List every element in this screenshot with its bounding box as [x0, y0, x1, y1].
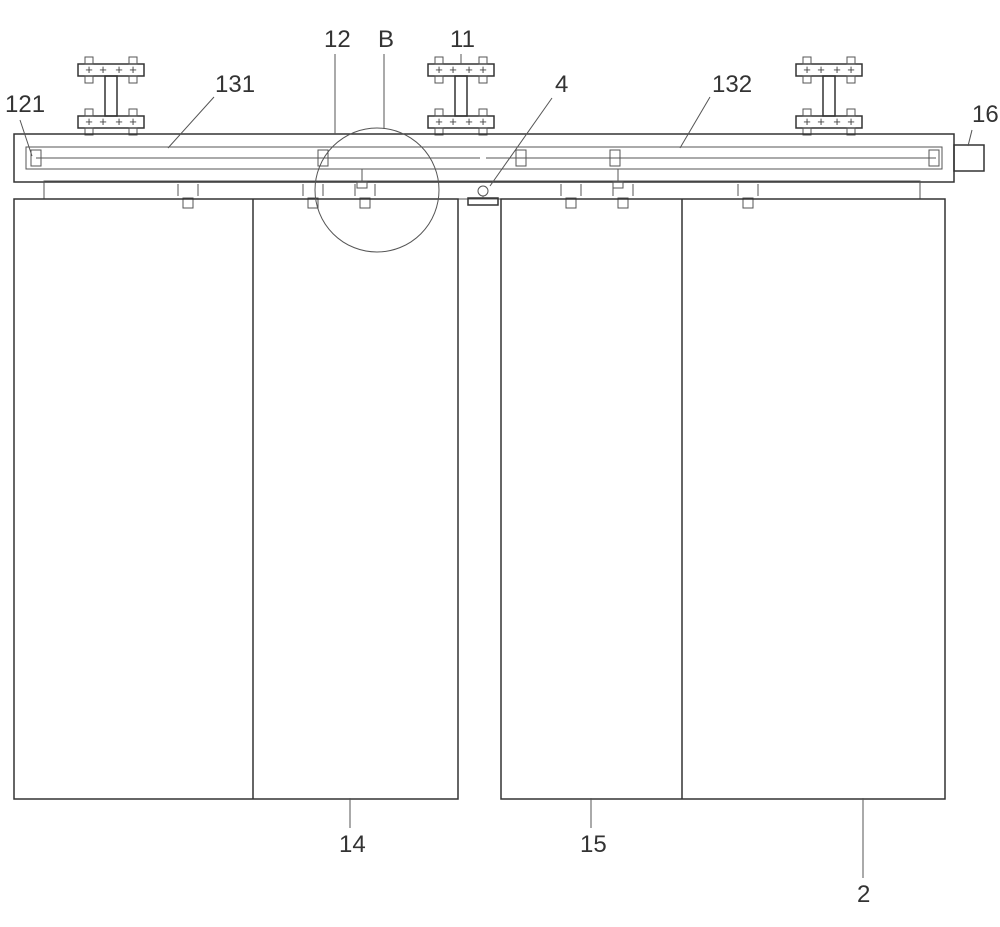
- leader-4: [490, 98, 552, 186]
- leader-16: [968, 130, 972, 146]
- svg-text:+: +: [85, 62, 93, 77]
- svg-text:+: +: [129, 62, 137, 77]
- svg-text:+: +: [479, 62, 487, 77]
- svg-text:+: +: [99, 62, 107, 77]
- label-2: 2: [857, 881, 870, 908]
- svg-text:+: +: [817, 114, 825, 129]
- right-door-group: [501, 199, 945, 799]
- svg-text:+: +: [129, 114, 137, 129]
- label-132: 132: [712, 71, 752, 98]
- label-16: 16: [972, 101, 999, 128]
- svg-text:+: +: [817, 62, 825, 77]
- svg-text:+: +: [115, 62, 123, 77]
- svg-text:+: +: [803, 114, 811, 129]
- svg-text:+: +: [847, 62, 855, 77]
- svg-text:+: +: [115, 114, 123, 129]
- svg-text:+: +: [435, 62, 443, 77]
- left-door-group: [14, 199, 458, 799]
- svg-text:+: +: [85, 114, 93, 129]
- svg-text:+: +: [833, 114, 841, 129]
- svg-text:+: +: [833, 62, 841, 77]
- label-B: B: [378, 26, 394, 53]
- svg-text:+: +: [803, 62, 811, 77]
- leader-131: [168, 97, 214, 148]
- label-14: 14: [339, 831, 366, 858]
- inner-drop-foot-1: [613, 182, 623, 188]
- svg-text:+: +: [465, 114, 473, 129]
- ibeam: + + + + + + + +: [78, 57, 144, 135]
- svg-text:+: +: [449, 114, 457, 129]
- svg-text:+: +: [847, 114, 855, 129]
- leader-132: [680, 97, 710, 148]
- ibeam: + + + + + + + +: [428, 57, 494, 135]
- svg-text:+: +: [99, 114, 107, 129]
- label-11: 11: [450, 26, 475, 53]
- svg-text:+: +: [449, 62, 457, 77]
- svg-text:+: +: [435, 114, 443, 129]
- ibeam: + + + + + + + +: [796, 57, 862, 135]
- center-pin: [478, 186, 488, 196]
- label-121: 121: [5, 91, 45, 118]
- label-131: 131: [215, 71, 255, 98]
- svg-text:+: +: [465, 62, 473, 77]
- label-15: 15: [580, 831, 607, 858]
- motor-box: [954, 145, 984, 171]
- label-12: 12: [324, 26, 351, 53]
- inner-drop-foot-0: [357, 182, 367, 188]
- label-4: 4: [555, 71, 568, 98]
- svg-text:+: +: [479, 114, 487, 129]
